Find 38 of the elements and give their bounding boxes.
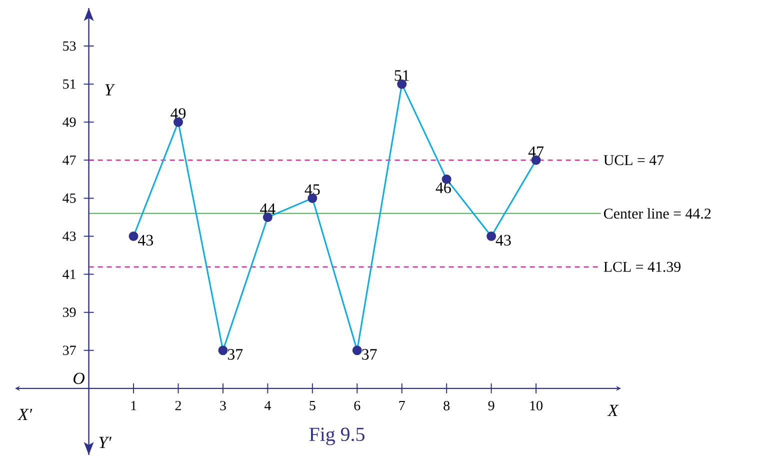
y-tick-label: 37 (63, 346, 76, 356)
data-label: 37 (228, 349, 243, 360)
annotation: X′ (17, 408, 32, 420)
y-tick-label: 51 (63, 79, 76, 89)
y-tick-label: 49 (62, 117, 76, 127)
y-tick-label: 47 (62, 156, 76, 165)
data-label: 43 (496, 234, 511, 246)
y-tick-label: 39 (63, 308, 76, 318)
x-tick-label: 8 (444, 400, 450, 410)
y-tick-label: 53 (63, 41, 76, 51)
x-tick-label: 10 (530, 400, 542, 410)
data-label: 45 (304, 184, 320, 196)
x-tick-label: 7 (399, 400, 405, 410)
y-tick-label: 45 (62, 194, 76, 203)
y-tick-label: 43 (62, 232, 76, 241)
data-label: 47 (528, 146, 544, 157)
data-label: 43 (138, 234, 154, 246)
text: Fig 9.5 (309, 428, 364, 446)
data-label: 51 (394, 70, 409, 81)
x-tick-label: 2 (175, 400, 181, 410)
y-tick-label: 41 (62, 270, 76, 279)
data-label: 49 (170, 108, 186, 119)
x-tick-label: 9 (488, 400, 494, 410)
ref-line-label: LCL = 41.39 (604, 262, 681, 272)
x-tick-label: 5 (310, 400, 316, 410)
x-tick-label: 4 (264, 400, 271, 410)
x-tick-label: 1 (131, 400, 136, 410)
annotation: Y (105, 84, 116, 96)
annotation: O (74, 372, 85, 384)
data-label: 37 (362, 349, 377, 360)
x-tick-label: 6 (354, 400, 360, 410)
ref-line-label: UCL = 47 (604, 155, 664, 166)
data-label: 46 (436, 182, 451, 194)
annotation: X (607, 404, 619, 416)
data-label: 44 (260, 204, 276, 214)
x-tick-label: 3 (220, 400, 226, 410)
ref-line-label: Center line = 44.2 (604, 208, 711, 219)
annotation: Y′ (99, 436, 112, 448)
